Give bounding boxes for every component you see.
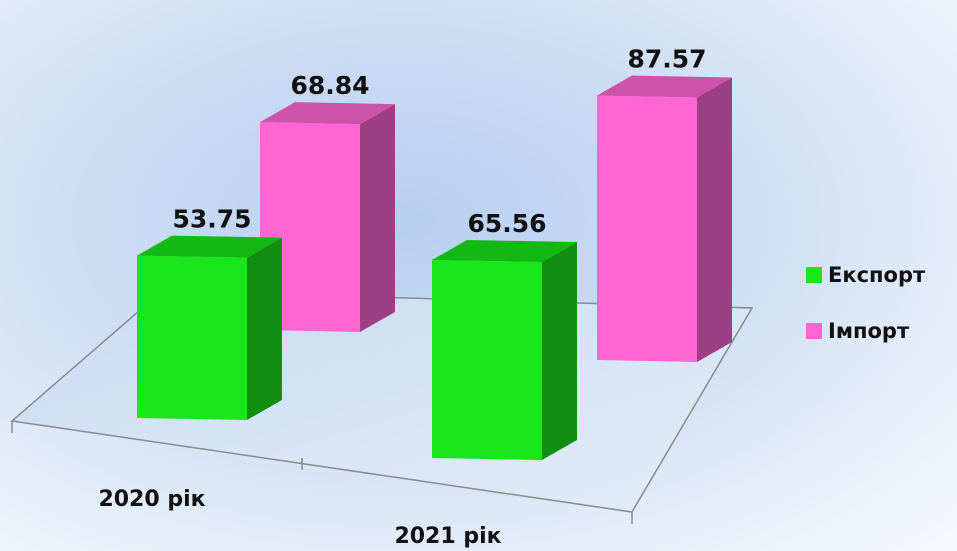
bar-side	[247, 237, 282, 420]
bar-import-1	[597, 75, 732, 362]
bar-front	[432, 260, 542, 460]
legend-swatch	[806, 323, 822, 339]
data-label: 68.84	[290, 71, 369, 100]
bar-side	[697, 77, 732, 362]
bar-side	[542, 242, 577, 460]
bar-export-1	[432, 240, 577, 460]
bar-import-0	[260, 102, 395, 332]
bar-top	[597, 75, 732, 98]
data-label: 87.57	[627, 45, 706, 74]
bar-export-0	[137, 235, 282, 420]
bar-top	[260, 102, 395, 125]
legend-swatch	[806, 267, 822, 283]
bar-top	[137, 235, 282, 258]
legend-label: Експорт	[828, 263, 926, 287]
bar-top	[432, 240, 577, 263]
data-label: 53.75	[172, 205, 251, 234]
legend-item: Експорт	[806, 263, 926, 287]
data-label: 65.56	[467, 209, 546, 238]
category-label: 2021 рік	[394, 524, 501, 549]
legend-label: Імпорт	[828, 319, 910, 343]
bar-side	[360, 104, 395, 332]
legend-item: Імпорт	[806, 319, 910, 343]
bar-front	[137, 255, 247, 420]
category-label: 2020 рік	[98, 487, 205, 512]
bar-front	[260, 122, 360, 332]
bar-front	[597, 95, 697, 362]
